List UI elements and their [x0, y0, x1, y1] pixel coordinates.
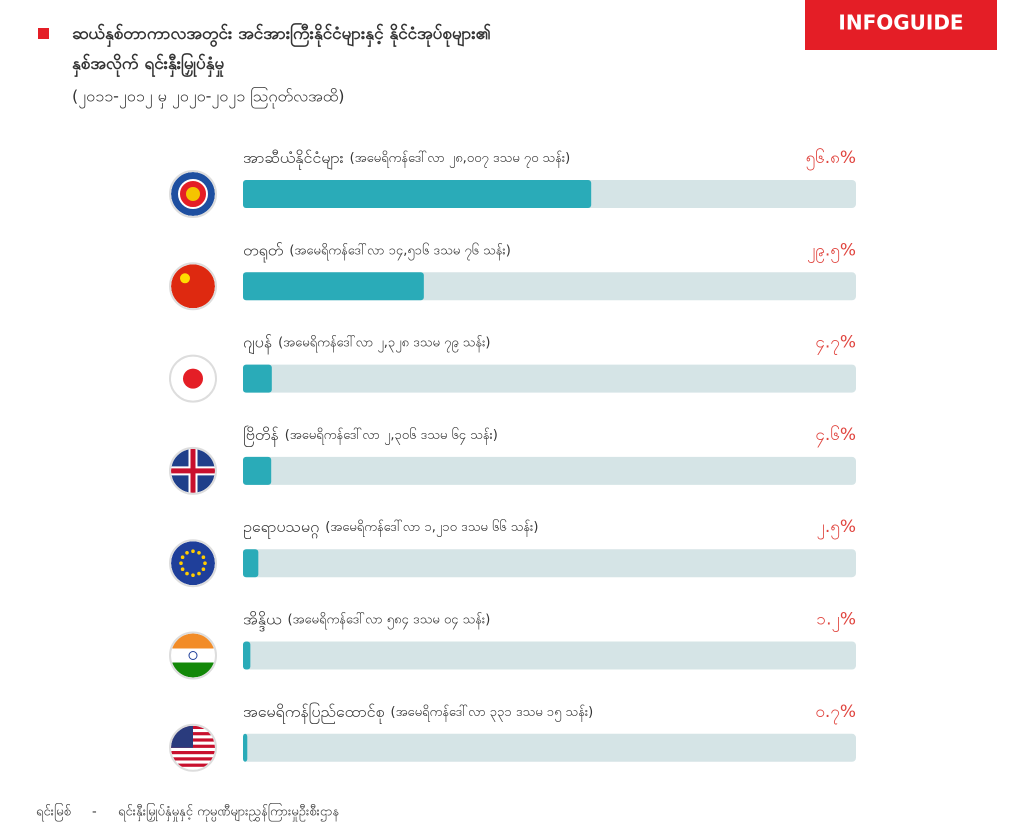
category-label: အိန္ဒိယ (အမေရိကန်ဒေါ်လာ ၅၈၄ ဒသမ ၀၄ သန်း)	[243, 609, 490, 631]
value-label: ၀.၇%	[815, 702, 856, 725]
chart-title: နှစ်အလိုက် ရင်းနှီးမြှုပ်နှံမှု	[72, 51, 225, 78]
category-name: ဥရောပသမဂ္ဂ	[243, 517, 319, 539]
flag-star	[179, 561, 183, 565]
category-name: ဂျပန်	[243, 332, 273, 354]
bar-track	[243, 456, 856, 485]
bar-track	[243, 549, 856, 578]
value-label: ၂.၅%	[817, 517, 856, 540]
flag-border	[169, 539, 217, 588]
value-label: ၂၉.၅%	[807, 240, 856, 263]
flag-border	[169, 446, 217, 495]
category-label: အာဆီယံနိုင်ငံများ (အမေရိကန်ဒေါ်လာ ၂၈,၀၀၇ …	[243, 148, 570, 170]
flag-body	[171, 725, 215, 770]
badge-text: INFOGUIDE	[838, 11, 963, 35]
flag	[169, 354, 217, 403]
flag-star	[180, 567, 185, 571]
category-detail: (အမေရိကန်ဒေါ်လာ ၃၃၁ ဒသမ ၁၅ သန်း)	[391, 703, 594, 721]
flag-body	[171, 172, 215, 216]
flag-body	[171, 264, 215, 309]
source-label: ရင်းမြစ်	[36, 803, 71, 822]
flag-star	[180, 273, 190, 284]
category-name: အိန္ဒိယ	[243, 609, 282, 631]
flag-star	[197, 571, 201, 576]
bar	[243, 641, 251, 670]
flag-stripe	[171, 751, 215, 755]
source-text: ရင်းနှီးမြှုပ်နှံမှုနှင့် ကုမ္ပဏီများညွှ…	[118, 803, 339, 822]
flag-star	[185, 551, 189, 555]
flag-stripe	[171, 648, 215, 663]
flag-body	[171, 541, 215, 586]
flag-stripe	[171, 662, 215, 678]
category-detail: (အမေရိကန်ဒေါ်လာ ၁၄,၅၁၆ ဒသမ ၇၆ သန်း)	[289, 242, 510, 260]
flag-border	[169, 723, 217, 772]
category-label: အမေရိကန်ပြည်ထောင်စု (အမေရိကန်ဒေါ်လာ ၃၃၁ ဒ…	[243, 701, 593, 723]
flag	[169, 170, 217, 218]
flag-stripe	[171, 763, 215, 767]
flag-border	[169, 631, 217, 680]
flag-cross	[171, 448, 215, 493]
flag	[169, 723, 217, 772]
flag-body	[171, 448, 215, 493]
flag-star	[191, 573, 195, 577]
flag-wheel	[188, 651, 198, 660]
bar	[243, 733, 248, 762]
category-label: ဂျပန် (အမေရိကန်ဒေါ်လာ ၂,၃၂၈ ဒသမ ၇၉ သန်း)	[243, 332, 490, 354]
value-label: ၅၆.၈%	[806, 147, 856, 171]
category-detail: (အမေရိကန်ဒေါ်လာ ၂,၃၂၈ ဒသမ ၇၉ သန်း)	[278, 334, 490, 352]
flag-star	[203, 561, 207, 565]
flag-canton	[171, 725, 193, 748]
category-label: ဗြိတိန် (အမေရိကန်ဒေါ်လာ ၂,၃၀၆ ဒသမ ၆၄ သန်း…	[243, 424, 498, 446]
badge	[805, 0, 997, 50]
flag-emblem	[186, 187, 200, 201]
flag-star	[191, 549, 195, 553]
flag-border	[169, 170, 217, 218]
category-label: ဥရောပသမဂ္ဂ (အမေရိကန်ဒေါ်လာ ၁,၂၁၀ ဒသမ ၆၆ သ…	[243, 517, 538, 539]
bar	[243, 549, 259, 578]
category-label: တရုတ် (အမေရိကန်ဒေါ်လာ ၁၄,၅၁၆ ဒသမ ၇၆ သန်း)	[243, 240, 511, 262]
flag-star	[201, 567, 206, 571]
chart-subtitle: (၂၀၁၁-၂၀၁၂ မှ ၂၀၂၀-၂၀၂၁ ဩဂုတ်လအထိ)	[72, 87, 344, 109]
category-name: အာဆီယံနိုင်ငံများ	[243, 148, 344, 170]
flag-star	[185, 571, 189, 576]
value-label: ၄.၇%	[815, 333, 856, 356]
bar	[243, 456, 272, 485]
flag-border	[169, 354, 217, 403]
flag-star	[197, 551, 201, 555]
title-marker	[38, 28, 49, 39]
chart-title: ဆယ်နှစ်တာကာလအတွင်း အင်အားကြီးနိုင်ငံများ…	[72, 21, 491, 48]
category-name: ဗြိတိန်	[243, 424, 279, 446]
category-detail: (အမေရိကန်ဒေါ်လာ ၂,၃၀၆ ဒသမ ၆၄ သန်း)	[285, 426, 498, 444]
flag	[169, 539, 217, 588]
bar-track	[243, 733, 856, 762]
category-name: အမေရိကန်ပြည်ထောင်စု	[243, 701, 385, 723]
bar-track	[243, 364, 856, 393]
flag-star	[201, 555, 206, 559]
value-label: ၁.၂%	[817, 610, 856, 633]
flag-border	[169, 262, 217, 311]
flag	[169, 631, 217, 680]
category-detail: (အမေရိကန်ဒေါ်လာ ၂၈,၀၀၇ ဒသမ ၇၀ သန်း)	[350, 150, 571, 168]
bar	[243, 272, 424, 301]
source-separator: -	[92, 805, 97, 820]
flag-bg	[171, 264, 215, 309]
flag-bg	[171, 541, 215, 586]
category-detail: (အမေရိကန်ဒေါ်လာ ၁,၂၁၀ ဒသမ ၆၆ သန်း)	[325, 519, 538, 537]
flag-body	[171, 356, 215, 401]
category-name: တရုတ်	[243, 240, 284, 262]
flag	[169, 446, 217, 495]
value-label: ၄.၆%	[815, 424, 856, 448]
category-detail: (အမေရိကန်ဒေါ်လာ ၅၈၄ ဒသမ ၀၄ သန်း)	[287, 611, 490, 629]
flag-stripe	[171, 633, 215, 649]
flag	[169, 262, 217, 311]
flag-body	[171, 633, 215, 678]
flag-stripe	[171, 757, 215, 761]
flag-sun	[183, 368, 203, 389]
flag-star	[180, 555, 185, 559]
bar	[243, 180, 592, 208]
bar	[243, 364, 272, 393]
bar-track	[243, 641, 856, 670]
